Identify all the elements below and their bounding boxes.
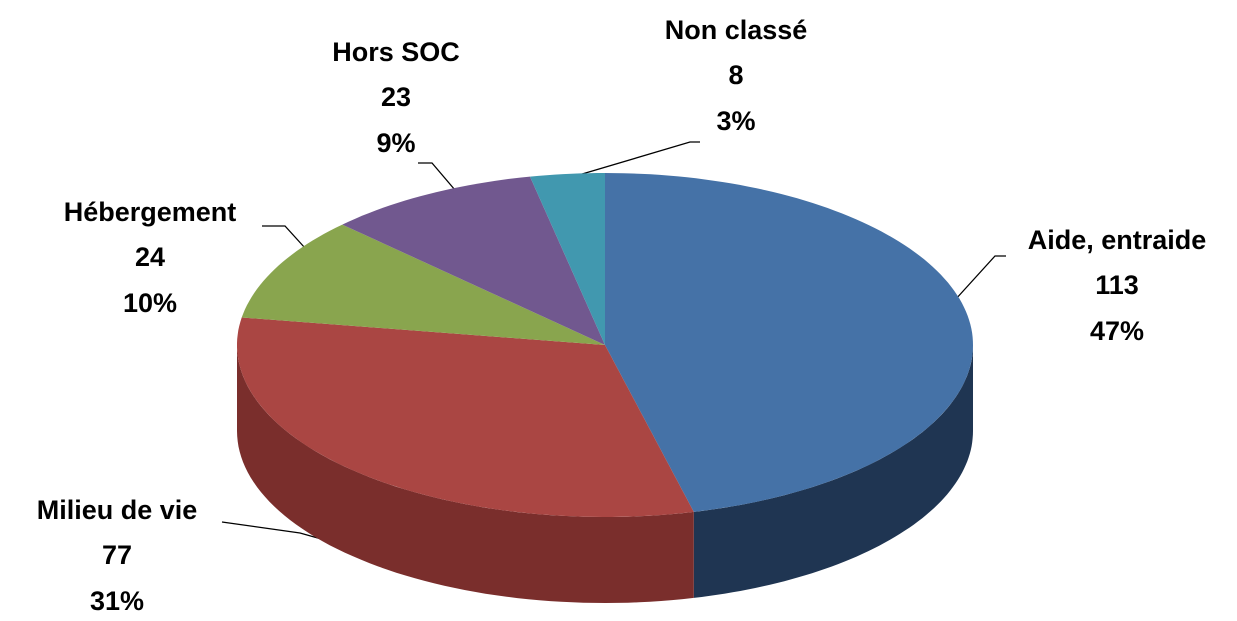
data-label-percent: 3%	[716, 106, 755, 136]
data-label-name: Non classé	[665, 15, 808, 45]
data-label-value: 23	[381, 82, 411, 112]
data-label-percent: 9%	[376, 128, 415, 158]
data-label-name: Milieu de vie	[37, 495, 198, 525]
data-label-name: Hors SOC	[332, 37, 460, 67]
data-label-percent: 47%	[1090, 316, 1144, 346]
data-label-name: Hébergement	[64, 197, 237, 227]
data-label-value: 77	[102, 540, 132, 570]
slice	[241, 224, 605, 345]
data-label-percent: 31%	[90, 586, 144, 616]
slice-side	[237, 345, 694, 603]
data-label-name: Aide, entraide	[1028, 225, 1207, 255]
leader-line	[571, 141, 700, 178]
data-label-value: 24	[135, 242, 165, 272]
leader-line	[418, 162, 456, 191]
data-label-percent: 10%	[123, 288, 177, 318]
slice	[530, 173, 605, 345]
leader-line	[954, 255, 1006, 301]
data-label-value: 8	[728, 60, 743, 90]
slice-side	[693, 345, 973, 598]
leader-line	[262, 225, 306, 249]
slice	[237, 317, 694, 517]
slice	[342, 176, 605, 345]
data-label-value: 113	[1095, 270, 1139, 300]
slice	[605, 173, 973, 512]
pie	[237, 173, 973, 603]
